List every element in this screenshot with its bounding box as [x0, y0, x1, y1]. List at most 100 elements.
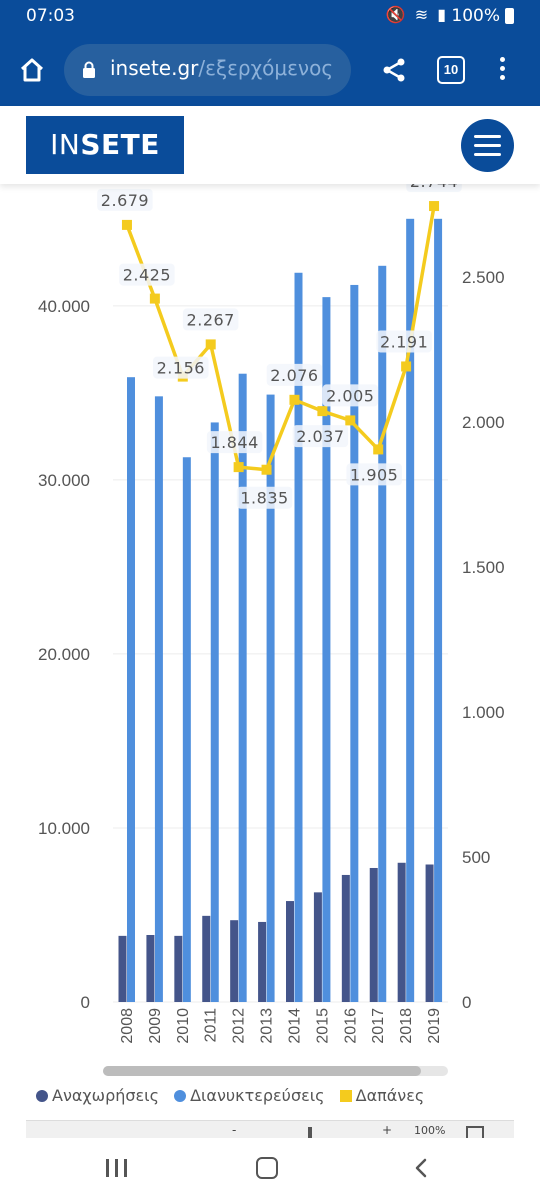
bar-overnight-stays [322, 297, 331, 1002]
more-options-icon[interactable] [492, 54, 512, 86]
bar-overnight-stays [266, 394, 275, 1002]
url-path: /εξερχόμενος [198, 56, 334, 80]
zoom-slider-handle[interactable] [308, 1127, 312, 1139]
bar-departures [202, 915, 211, 1002]
x-tick-label: 2009 [147, 1008, 164, 1044]
legend-item-overnight-stays[interactable]: Διανυκτερεύσεις [174, 1086, 325, 1105]
system-nav-bar [0, 1138, 540, 1200]
legend-marker-overnight-stays [174, 1090, 187, 1102]
url-text: insete.gr/εξερχόμενος [110, 56, 333, 80]
back-icon[interactable] [410, 1156, 434, 1180]
data-label-bg [206, 431, 263, 454]
recent-apps-icon[interactable] [106, 1159, 128, 1177]
insete-logo[interactable]: INSETE [26, 116, 184, 174]
legend-marker-departures [36, 1090, 48, 1102]
logo-text-thin: IN [50, 128, 81, 161]
logo-text-bold: SETE [80, 128, 160, 161]
combo-chart: 0 10.000 20.000 30.000 40.000 0 500 1.000 1.500 2… [38, 184, 505, 1044]
zoom-out-button[interactable]: - [232, 1123, 237, 1137]
y-left-tick-label: 0 [81, 993, 90, 1012]
y-right-tick-label: 500 [462, 848, 490, 867]
y-right-tick-label: 1.000 [462, 703, 505, 722]
data-label: 1.844 [210, 433, 258, 452]
data-label: 2.156 [157, 359, 205, 378]
legend-item-expenditure[interactable]: Δαπάνες [339, 1086, 424, 1105]
y-right-tick-label: 1.500 [462, 558, 505, 577]
bar-departures [174, 935, 183, 1002]
bar-overnight-stays [210, 422, 219, 1002]
zoom-in-button[interactable]: + [382, 1123, 393, 1137]
data-label: 2.679 [101, 191, 149, 210]
data-label: 2.425 [123, 266, 171, 285]
bar-departures [146, 934, 155, 1002]
bar-departures [425, 864, 434, 1002]
point-expenditure [317, 406, 328, 417]
bar-departures [369, 867, 378, 1002]
point-expenditure [345, 415, 356, 426]
status-icons: 🔇 ≋ ▮ [385, 5, 448, 24]
site-header: INSETE [0, 106, 540, 184]
point-expenditure [121, 219, 132, 230]
status-battery-text: 100% [451, 6, 500, 26]
bar-overnight-stays [127, 377, 135, 1002]
status-bar: 07:03 🔇 ≋ ▮ 100% [0, 0, 540, 34]
legend-item-departures[interactable]: Αναχωρήσεις [36, 1086, 159, 1105]
chart-scrollbar[interactable] [103, 1066, 448, 1076]
bar-departures [397, 862, 406, 1002]
fit-to-page-icon[interactable] [466, 1126, 484, 1138]
tabs-button[interactable]: 10 [437, 56, 465, 84]
address-bar[interactable]: insete.gr/εξερχόμενος [64, 44, 351, 96]
x-tick-label: 2011 [203, 1008, 220, 1043]
status-time: 07:03 [26, 6, 75, 26]
chart-scrollbar-thumb[interactable] [103, 1066, 421, 1076]
legend-marker-expenditure [339, 1090, 352, 1102]
share-button[interactable] [380, 56, 408, 84]
bar-departures [313, 892, 322, 1002]
bar-departures [258, 921, 267, 1002]
data-label-bg [97, 188, 153, 211]
data-label: 2.744 [410, 184, 458, 191]
data-label-bg [182, 308, 239, 331]
x-tick-label: 2008 [119, 1008, 136, 1044]
y-left-tick-label: 40.000 [38, 297, 90, 316]
point-expenditure [261, 464, 272, 475]
bar-overnight-stays [238, 373, 247, 1002]
zoom-level: 100% [414, 1124, 446, 1137]
y-right-tick-label: 2.500 [462, 268, 505, 287]
x-tick-label: 2016 [342, 1008, 359, 1044]
browser-toolbar: insete.gr/εξερχόμενος 10 [0, 34, 540, 106]
bar-departures [118, 935, 127, 1002]
data-label-bg [292, 425, 349, 448]
point-expenditure [233, 462, 244, 473]
legend-label-overnight-stays: Διανυκτερεύσεις [190, 1086, 325, 1105]
data-label: 2.037 [296, 427, 344, 446]
y-right-tick-label: 0 [462, 993, 471, 1012]
x-tick-label: 2012 [231, 1008, 248, 1044]
data-label: 2.076 [270, 366, 318, 385]
y-left-tick-label: 20.000 [38, 645, 90, 664]
data-label-bg [376, 330, 432, 353]
point-expenditure [429, 201, 440, 212]
hamburger-menu-button[interactable] [461, 119, 514, 172]
home-button[interactable] [18, 56, 46, 84]
y-right-tick-label: 2.000 [462, 413, 505, 432]
point-expenditure [373, 444, 384, 455]
data-label-bg [236, 486, 293, 509]
battery-icon [505, 8, 514, 24]
chart-legend: Αναχωρήσεις Διανυκτερεύσεις Δαπάνες [36, 1086, 434, 1105]
x-tick-label: 2015 [314, 1008, 331, 1044]
point-expenditure [205, 339, 216, 350]
data-label-bg [322, 384, 379, 407]
bar-overnight-stays [378, 265, 387, 1002]
x-tick-label: 2019 [426, 1008, 443, 1044]
bar-departures [286, 901, 294, 1002]
x-tick-label: 2010 [175, 1008, 192, 1044]
nav-home-icon[interactable] [256, 1157, 278, 1179]
data-label: 2.005 [326, 386, 374, 405]
point-expenditure [401, 361, 412, 372]
point-expenditure [149, 293, 160, 304]
x-tick-label: 2017 [370, 1008, 387, 1044]
bar-overnight-stays [406, 218, 415, 1003]
bar-overnight-stays [294, 272, 303, 1002]
x-tick-label: 2018 [398, 1008, 415, 1044]
